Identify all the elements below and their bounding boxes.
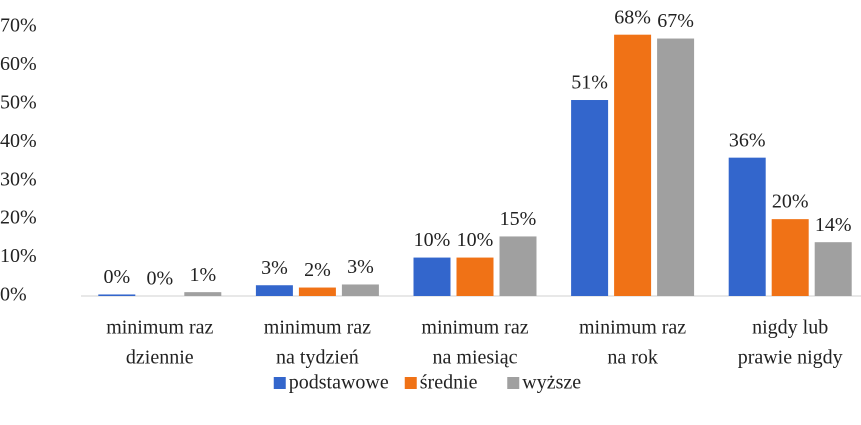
y-tick-label: 20% <box>0 207 37 229</box>
data-label: 3% <box>347 256 374 278</box>
bar <box>571 100 609 296</box>
x-tick-label: minimum raz <box>579 317 686 339</box>
data-label: 14% <box>815 214 852 236</box>
x-tick-label: dziennie <box>126 347 194 369</box>
data-label: 67% <box>657 10 694 32</box>
y-tick-label: 70% <box>0 15 37 37</box>
data-label: 1% <box>189 264 216 286</box>
x-tick-label: na miesiąc <box>433 347 518 369</box>
x-tick-label: prawie nigdy <box>738 347 843 369</box>
data-label: 3% <box>261 257 288 279</box>
x-tick-label: na rok <box>607 347 658 369</box>
bar <box>255 285 293 296</box>
bar <box>614 34 652 296</box>
x-tick-label: minimum raz <box>106 317 213 339</box>
data-label: 0% <box>146 268 173 290</box>
bar <box>814 242 852 296</box>
legend-swatch <box>507 377 520 389</box>
legend-label: wyższe <box>522 372 581 394</box>
bar <box>728 157 766 296</box>
y-tick-label: 40% <box>0 130 37 152</box>
data-label: 36% <box>729 129 766 151</box>
bar <box>413 257 451 296</box>
data-label: 2% <box>304 259 331 281</box>
x-tick-label: na tydzień <box>276 347 359 369</box>
data-label: 10% <box>414 229 451 251</box>
bar <box>98 294 136 296</box>
legend-label: podstawowe <box>289 372 389 394</box>
y-tick-label: 50% <box>0 91 37 113</box>
bar <box>341 284 379 296</box>
y-tick-label: 10% <box>0 245 37 267</box>
bar <box>298 287 336 296</box>
legend-label: średnie <box>420 372 478 394</box>
bar <box>657 38 695 297</box>
data-label: 15% <box>500 208 537 230</box>
data-label: 0% <box>103 266 130 288</box>
legend-swatch <box>273 377 286 389</box>
bar <box>456 257 494 296</box>
x-tick-label: minimum raz <box>264 317 371 339</box>
data-label: 68% <box>614 6 651 28</box>
bar <box>499 236 537 296</box>
bar <box>771 219 809 296</box>
bar <box>184 292 222 296</box>
legend-swatch <box>404 377 417 389</box>
data-label: 20% <box>772 191 809 213</box>
x-tick-label: minimum raz <box>421 317 528 339</box>
y-tick-label: 60% <box>0 53 37 75</box>
x-tick-label: nigdy lub <box>752 317 828 339</box>
data-label: 10% <box>457 229 494 251</box>
y-tick-label: 30% <box>0 168 37 190</box>
y-tick-label: 0% <box>0 284 27 306</box>
data-label: 51% <box>571 72 608 94</box>
